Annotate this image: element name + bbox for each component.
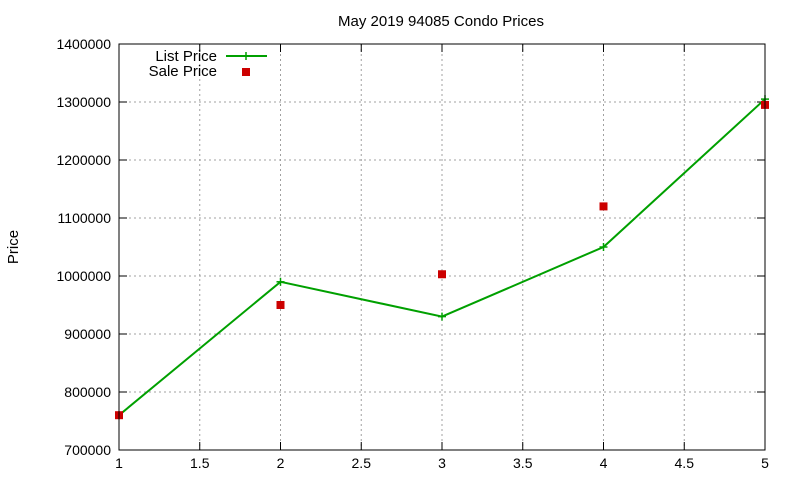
data-point-sale-price	[276, 301, 285, 309]
series-line-list-price	[118, 98, 766, 416]
y-tick-label: 1100000	[58, 210, 112, 226]
y-tick-label: 1300000	[56, 94, 111, 110]
y-tick-label: 900000	[64, 326, 111, 342]
x-tick-label: 1.5	[190, 455, 210, 471]
x-tick-label: 4	[600, 455, 608, 471]
grid-lines	[119, 44, 765, 450]
y-tick-label: 1200000	[56, 152, 111, 168]
legend-label-sale-price: Sale Price	[149, 63, 217, 80]
y-tick-label: 1400000	[56, 36, 111, 52]
y-axis-label: Price	[5, 230, 22, 264]
x-tick-label: 1	[115, 455, 123, 471]
data-point-sale-price	[599, 202, 608, 211]
chart-title: May 2019 94085 Condo Prices	[338, 13, 544, 30]
plot-frame	[118, 43, 766, 451]
data-point-sale-price	[438, 270, 446, 279]
x-tick-label: 4.5	[675, 455, 695, 471]
x-tick-label: 2	[277, 455, 285, 471]
x-tick-label: 2.5	[352, 455, 372, 471]
x-tick-label: 5	[761, 455, 769, 471]
y-tick-label: 1000000	[56, 268, 111, 284]
y-tick-label: 700000	[64, 442, 111, 458]
legend: List Price Sale Price	[149, 48, 267, 80]
data-point-list-price	[599, 243, 608, 251]
x-tick-label: 3.5	[513, 455, 533, 471]
data-point-list-price	[438, 312, 446, 321]
legend-swatch-sale-price	[242, 68, 250, 76]
x-tick-labels: 1 1.5 2 2.5 3 3.5 4 4.5 5	[115, 455, 769, 471]
y-tick-labels: 700000 800000 900000 1000000 1100000 1200000 1…	[56, 36, 111, 458]
legend-label-list-price: List Price	[155, 48, 217, 65]
y-tick-label: 800000	[64, 384, 111, 400]
data-point-list-price	[276, 277, 285, 286]
x-tick-label: 3	[438, 455, 446, 471]
